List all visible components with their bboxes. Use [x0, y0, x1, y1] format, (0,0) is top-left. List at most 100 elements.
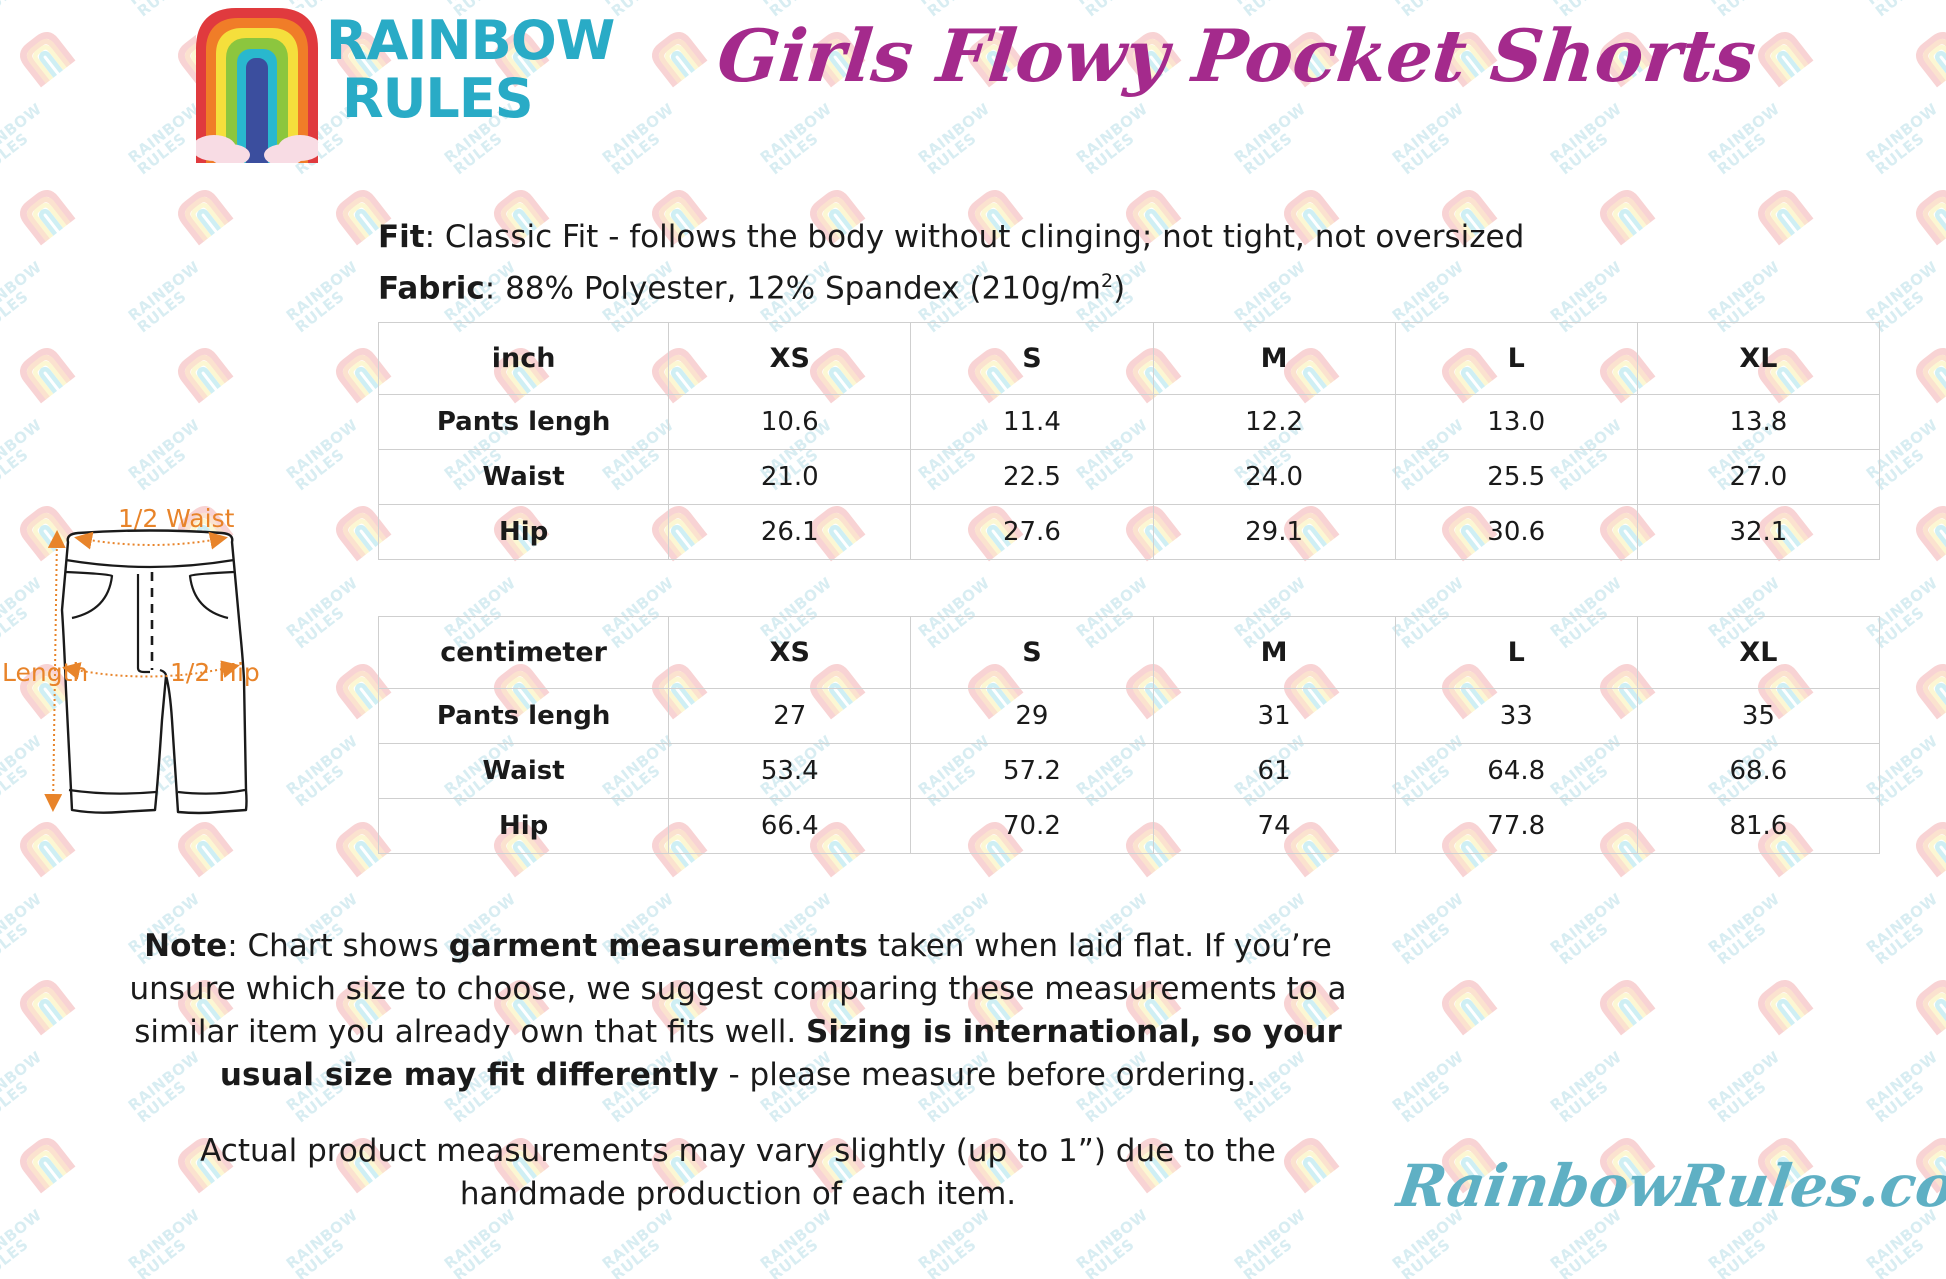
- watermark-logo-icon: [13, 183, 78, 248]
- cell-value: 74: [1152, 798, 1396, 854]
- row-label: Pants lengh: [377, 688, 670, 744]
- cell-value: 21.0: [668, 449, 912, 505]
- size-header-xs: XS: [668, 616, 912, 689]
- table-header-row: centimeter XS S M L XL: [377, 616, 1881, 689]
- watermark-logo-icon: [1909, 499, 1946, 564]
- cell-value: 27.0: [1636, 449, 1881, 505]
- brand-wordmark-line1: RAINBOW: [326, 9, 615, 72]
- fit-fabric-info: Fit: Classic Fit - follows the body with…: [378, 215, 1528, 310]
- size-header-l: L: [1394, 616, 1638, 689]
- cell-value: 22.5: [910, 449, 1154, 505]
- cell-value: 61: [1152, 743, 1396, 799]
- row-label: Pants lengh: [377, 394, 670, 450]
- fabric-superscript: 2: [1100, 270, 1114, 292]
- row-label: Waist: [377, 449, 670, 505]
- size-header-m: M: [1152, 322, 1396, 395]
- note-label: Note: [144, 928, 228, 964]
- table-row: Waist 21.0 22.5 24.0 25.5 27.0: [377, 449, 1881, 505]
- watermark-logo-icon: [1751, 183, 1816, 248]
- fit-line: Fit: Classic Fit - follows the body with…: [378, 215, 1528, 259]
- watermark-logo-icon: [1751, 973, 1816, 1038]
- cell-value: 81.6: [1636, 798, 1881, 854]
- watermark-logo-icon: [13, 341, 78, 406]
- cell-value: 10.6: [668, 394, 912, 450]
- table-row: Pants lengh 27 29 31 33 35: [377, 688, 1881, 744]
- table-row: Hip 26.1 27.6 29.1 30.6 32.1: [377, 504, 1881, 560]
- cell-value: 26.1: [668, 504, 912, 560]
- cell-value: 25.5: [1394, 449, 1638, 505]
- fabric-line: Fabric: 88% Polyester, 12% Spandex (210g…: [378, 259, 1528, 310]
- table-row: Hip 66.4 70.2 74 77.8 81.6: [377, 798, 1881, 854]
- note-seg2: taken when laid flat. If you’re unsure w…: [129, 928, 1347, 1050]
- rainbow-arch-logo-icon: [192, 8, 322, 168]
- cell-value: 27: [668, 688, 912, 744]
- fabric-label: Fabric: [378, 270, 485, 307]
- cell-value: 24.0: [1152, 449, 1396, 505]
- cell-value: 11.4: [910, 394, 1154, 450]
- fit-value: : Classic Fit - follows the body without…: [424, 219, 1525, 255]
- unit-header: inch: [377, 322, 670, 395]
- diagram-label-length: Length: [2, 658, 89, 687]
- table-row: Waist 53.4 57.2 61 64.8 68.6: [377, 743, 1881, 799]
- cell-value: 12.2: [1152, 394, 1396, 450]
- watermark-logo-icon: [1909, 815, 1946, 880]
- note-bold2: Sizing is international, so your usual s…: [219, 1014, 1342, 1093]
- size-header-s: S: [910, 322, 1154, 395]
- cell-value: 29.1: [1152, 504, 1396, 560]
- watermark-logo-icon: [1909, 973, 1946, 1038]
- footer-website-url: RainbowRules.com: [1393, 1152, 1946, 1220]
- cell-value: 30.6: [1394, 504, 1638, 560]
- watermark-logo-icon: [13, 973, 78, 1038]
- cell-value: 33: [1394, 688, 1638, 744]
- cell-value: 53.4: [668, 743, 912, 799]
- note-seg3: - please measure before ordering.: [718, 1057, 1257, 1093]
- size-header-m: M: [1152, 616, 1396, 689]
- note-seg1: : Chart shows: [227, 928, 449, 964]
- cell-value: 64.8: [1394, 743, 1638, 799]
- table-header-row: inch XS S M L XL: [377, 322, 1881, 395]
- page-header: RAINBOW RULES Girls Flowy Pocket Shorts: [0, 0, 1946, 175]
- fabric-value-after: ): [1113, 270, 1126, 307]
- shorts-measurement-diagram: 1/2 Waist Length 1/2 Hip: [0, 490, 372, 840]
- watermark-logo-icon: [1435, 973, 1500, 1038]
- size-table-centimeter: centimeter XS S M L XL Pants lengh 27 29…: [377, 616, 1881, 854]
- size-header-xs: XS: [668, 322, 912, 395]
- cell-value: 57.2: [910, 743, 1154, 799]
- cell-value: 13.8: [1636, 394, 1881, 450]
- fabric-value-before: : 88% Polyester, 12% Spandex (210g/m: [484, 270, 1101, 307]
- watermark-logo-icon: [13, 1131, 78, 1196]
